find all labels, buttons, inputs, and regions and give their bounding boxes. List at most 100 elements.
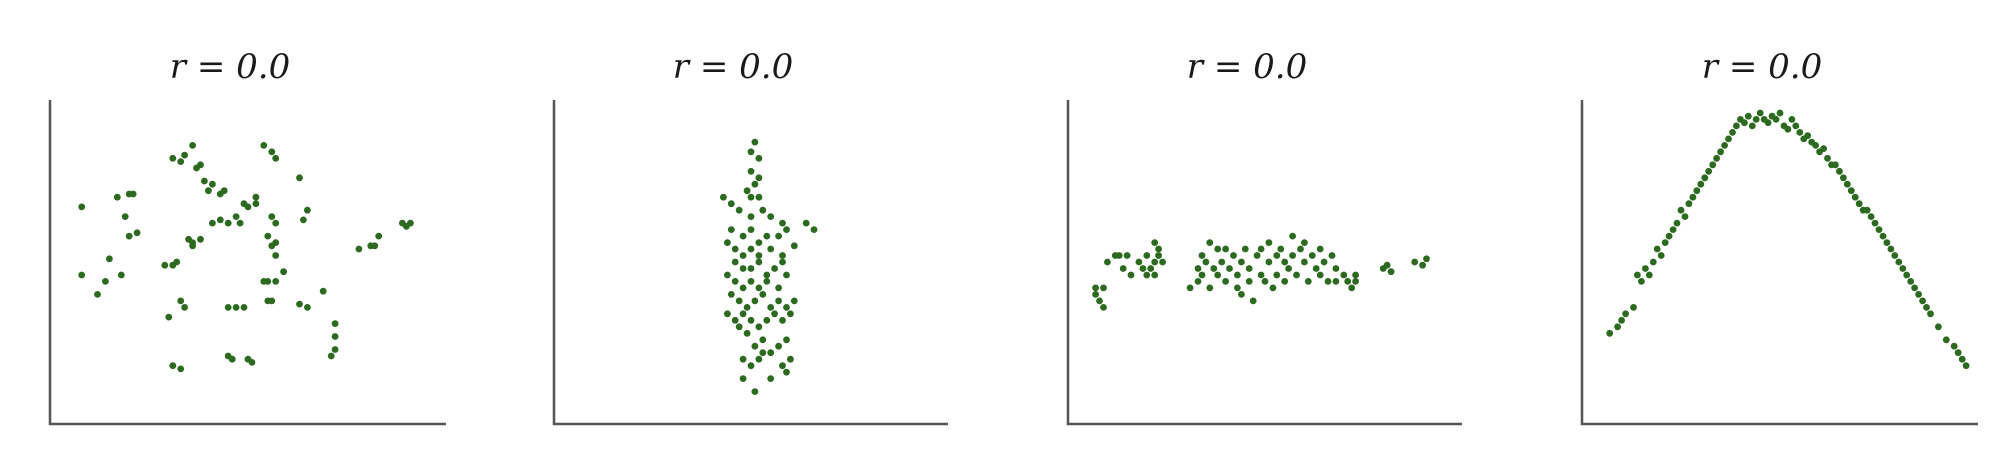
data-point [739, 265, 747, 272]
data-point [1143, 252, 1151, 259]
data-point [787, 310, 794, 318]
data-point [1744, 112, 1752, 120]
data-point [783, 368, 790, 376]
data-point [1155, 245, 1162, 253]
data-point [755, 174, 763, 182]
data-point [1147, 265, 1155, 272]
data-point [1245, 278, 1253, 285]
data-point [1638, 278, 1645, 285]
data-point [1879, 232, 1887, 240]
data-point [771, 310, 778, 318]
data-point [94, 291, 101, 298]
data-point [783, 304, 790, 311]
data-point [1935, 323, 1942, 331]
data-point [1729, 129, 1736, 136]
data-point [735, 323, 743, 331]
data-point [1419, 261, 1426, 269]
data-point [724, 310, 731, 318]
data-point [181, 151, 189, 159]
data-point [165, 313, 173, 321]
data-point [1092, 291, 1099, 298]
data-point [224, 219, 232, 227]
data-point [240, 304, 248, 311]
data-point [1352, 278, 1359, 285]
data-point [747, 213, 755, 221]
data-point [779, 219, 786, 227]
data-point [1293, 271, 1300, 279]
data-point [1340, 271, 1348, 279]
axes [552, 100, 948, 426]
data-point [1289, 252, 1296, 259]
data-point [1923, 304, 1930, 311]
data-point [767, 245, 775, 253]
data-point [755, 193, 763, 201]
data-point [767, 375, 775, 382]
data-point [747, 226, 755, 234]
data-point [1649, 258, 1657, 266]
data-point [1752, 116, 1760, 123]
data-point [197, 235, 204, 243]
data-point [1717, 148, 1724, 156]
data-point [1238, 258, 1245, 266]
data-point [771, 265, 778, 272]
data-point [727, 291, 735, 298]
data-point [1198, 252, 1206, 259]
data-point [1891, 252, 1899, 259]
data-point [1151, 258, 1159, 266]
data-point [169, 154, 177, 162]
data-point [252, 193, 260, 201]
data-point [1304, 278, 1312, 285]
data-point [1697, 180, 1705, 188]
data-point [216, 216, 224, 224]
data-point [205, 187, 212, 195]
panel-title: r = 0.0 [673, 47, 793, 87]
data-point [1855, 200, 1863, 208]
data-point [802, 219, 810, 227]
data-point [743, 329, 751, 337]
data-point [220, 187, 228, 195]
data-point [1689, 193, 1697, 201]
data-point [755, 252, 763, 259]
data-point [117, 271, 125, 279]
data-point [1630, 304, 1637, 311]
data-point [1127, 271, 1135, 279]
data-point [113, 193, 121, 201]
data-point [1100, 284, 1107, 292]
data-point [747, 265, 755, 272]
data-point [775, 297, 782, 305]
data-point [1241, 245, 1249, 253]
data-point [739, 375, 747, 382]
data-point [177, 158, 185, 166]
data-point [787, 355, 794, 363]
data-point [331, 346, 339, 353]
data-point [1186, 284, 1194, 292]
data-point [133, 229, 141, 237]
data-point [1100, 304, 1107, 311]
data-point [1832, 161, 1839, 169]
data-point [1645, 271, 1653, 279]
data-point [1618, 316, 1625, 324]
data-point [1348, 284, 1356, 292]
data-point [1784, 125, 1792, 133]
data-point [727, 226, 735, 234]
data-point [1673, 219, 1681, 227]
data-point [185, 235, 193, 243]
data-point [1836, 167, 1843, 175]
data-point [747, 316, 755, 324]
data-point [1151, 271, 1159, 279]
data-point [763, 271, 771, 279]
data-point [331, 333, 339, 340]
scatter-panel-3: r = 0.0 [1066, 47, 1462, 426]
data-point [1796, 129, 1804, 136]
data-point [1324, 278, 1332, 285]
data-point [1281, 258, 1289, 266]
data-point [125, 232, 133, 240]
data-point [1776, 109, 1784, 117]
data-point [1911, 284, 1918, 292]
data-point [751, 297, 759, 305]
data-point [1139, 265, 1147, 272]
data-point [1748, 122, 1756, 130]
data-point [1661, 239, 1669, 247]
axes [1066, 100, 1462, 426]
data-point [228, 355, 236, 363]
